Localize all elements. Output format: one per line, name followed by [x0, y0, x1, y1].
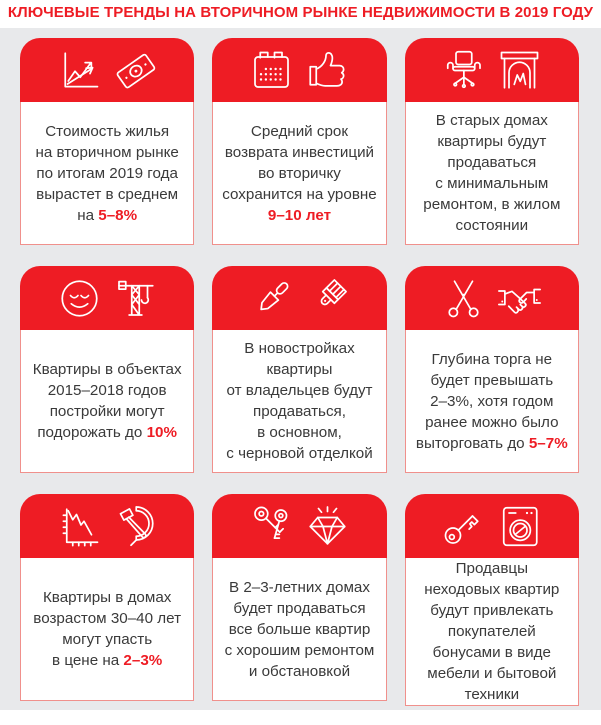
card-body: Стоимость жилья на вторичном рынке по ит… [20, 102, 195, 245]
declining-chart-icon [57, 504, 102, 549]
fireplace-icon [497, 48, 542, 93]
trend-card: В 2–3-летних домах будет продаваться все… [212, 494, 387, 701]
card-text: Квартиры в домах возрастом 30–40 лет мог… [31, 587, 183, 671]
trend-card: В старых домах квартиры будут продаватьс… [404, 38, 579, 245]
construction-crane-icon [113, 276, 158, 321]
trowel-icon [249, 276, 294, 321]
card-icon-strip [212, 38, 387, 102]
handshake-icon [497, 276, 542, 321]
card-icon-strip [404, 494, 579, 558]
highlight-value: 9–10 лет [267, 206, 332, 224]
thumbs-up-icon [305, 48, 350, 93]
card-icon-strip [212, 266, 387, 330]
card-icon-strip [20, 266, 195, 330]
trend-card: Глубина торга не будет превышать 2–3%, х… [404, 266, 579, 473]
card-icon-strip [212, 494, 387, 558]
page-title: КЛЮЧЕВЫЕ ТРЕНДЫ НА ВТОРИЧНОМ РЫНКЕ НЕДВИ… [7, 4, 594, 21]
card-text: В новостройках квартиры от владельцев бу… [224, 338, 374, 464]
cards-grid: Стоимость жилья на вторичном рынке по ит… [20, 38, 579, 706]
smiley-face-icon [57, 276, 102, 321]
trend-card: Квартиры в объектах 2015–2018 годов пост… [20, 266, 195, 473]
text-segment: В новостройках квартиры от владельцев бу… [226, 340, 373, 462]
calendar-icon [249, 48, 294, 93]
highlight-value: 10% [146, 424, 177, 441]
text-segment: Квартиры в объектах 2015–2018 годов пост… [32, 361, 182, 441]
paintbrush-icon [305, 276, 350, 321]
hammer-and-sickle-icon [113, 504, 158, 549]
text-segment: В 2–3-летних домах будет продаваться все… [224, 578, 375, 680]
card-text: Квартиры в объектах 2015–2018 годов пост… [31, 359, 184, 443]
card-text: Глубина торга не будет превышать 2–3%, х… [414, 349, 570, 454]
card-body: Продавцы неходовых квартир будут привлек… [404, 558, 579, 706]
card-body: В новостройках квартиры от владельцев бу… [212, 330, 387, 473]
diamond-icon [305, 504, 350, 549]
trend-card: Средний срок возврата инвестиций во втор… [212, 38, 387, 245]
keys-icon [249, 504, 294, 549]
trend-card: Продавцы неходовых квартир будут привлек… [404, 494, 579, 706]
text-segment: В старых домах квартиры будут продаватьс… [423, 112, 561, 234]
office-chair-icon [441, 48, 486, 93]
card-icon-strip [404, 266, 579, 330]
card-body: В старых домах квартиры будут продаватьс… [404, 102, 579, 245]
trend-card: Стоимость жилья на вторичном рынке по ит… [20, 38, 195, 245]
text-segment: Продавцы неходовых квартир будут привлек… [424, 560, 560, 703]
trend-card: В новостройках квартиры от владельцев бу… [212, 266, 387, 473]
scissors-icon [441, 276, 486, 321]
banknote-icon [113, 48, 158, 93]
highlight-value: 5–7% [528, 434, 568, 452]
card-text: Продавцы неходовых квартир будут привлек… [422, 558, 561, 705]
highlight-value: 5–8% [98, 206, 138, 224]
cards-panel: Стоимость жилья на вторичном рынке по ит… [0, 28, 601, 710]
card-text: В 2–3-летних домах будет продаваться все… [223, 577, 377, 682]
card-body: Квартиры в домах возрастом 30–40 лет мог… [20, 558, 195, 701]
highlight-value: 2–3% [123, 652, 163, 669]
growth-chart-icon [57, 48, 102, 93]
card-text: Средний срок возврата инвестиций во втор… [220, 121, 379, 226]
washing-machine-icon [497, 504, 542, 549]
card-body: В 2–3-летних домах будет продаваться все… [212, 558, 387, 701]
trend-card: Квартиры в домах возрастом 30–40 лет мог… [20, 494, 195, 701]
card-icon-strip [404, 38, 579, 102]
text-segment: Средний срок возврата инвестиций во втор… [222, 122, 377, 203]
key-icon [441, 504, 486, 549]
card-icon-strip [20, 38, 195, 102]
card-body: Средний срок возврата инвестиций во втор… [212, 102, 387, 245]
card-body: Глубина торга не будет превышать 2–3%, х… [404, 330, 579, 473]
text-segment: Квартиры в домах возрастом 30–40 лет мог… [33, 589, 182, 669]
text-segment: Глубина торга не будет превышать 2–3%, х… [415, 350, 559, 452]
card-body: Квартиры в объектах 2015–2018 годов пост… [20, 330, 195, 473]
card-text: Стоимость жилья на вторичном рынке по ит… [33, 121, 180, 226]
card-text: В старых домах квартиры будут продаватьс… [421, 110, 562, 236]
card-icon-strip [20, 494, 195, 558]
text-segment: Стоимость жилья на вторичном рынке по ит… [35, 122, 179, 224]
